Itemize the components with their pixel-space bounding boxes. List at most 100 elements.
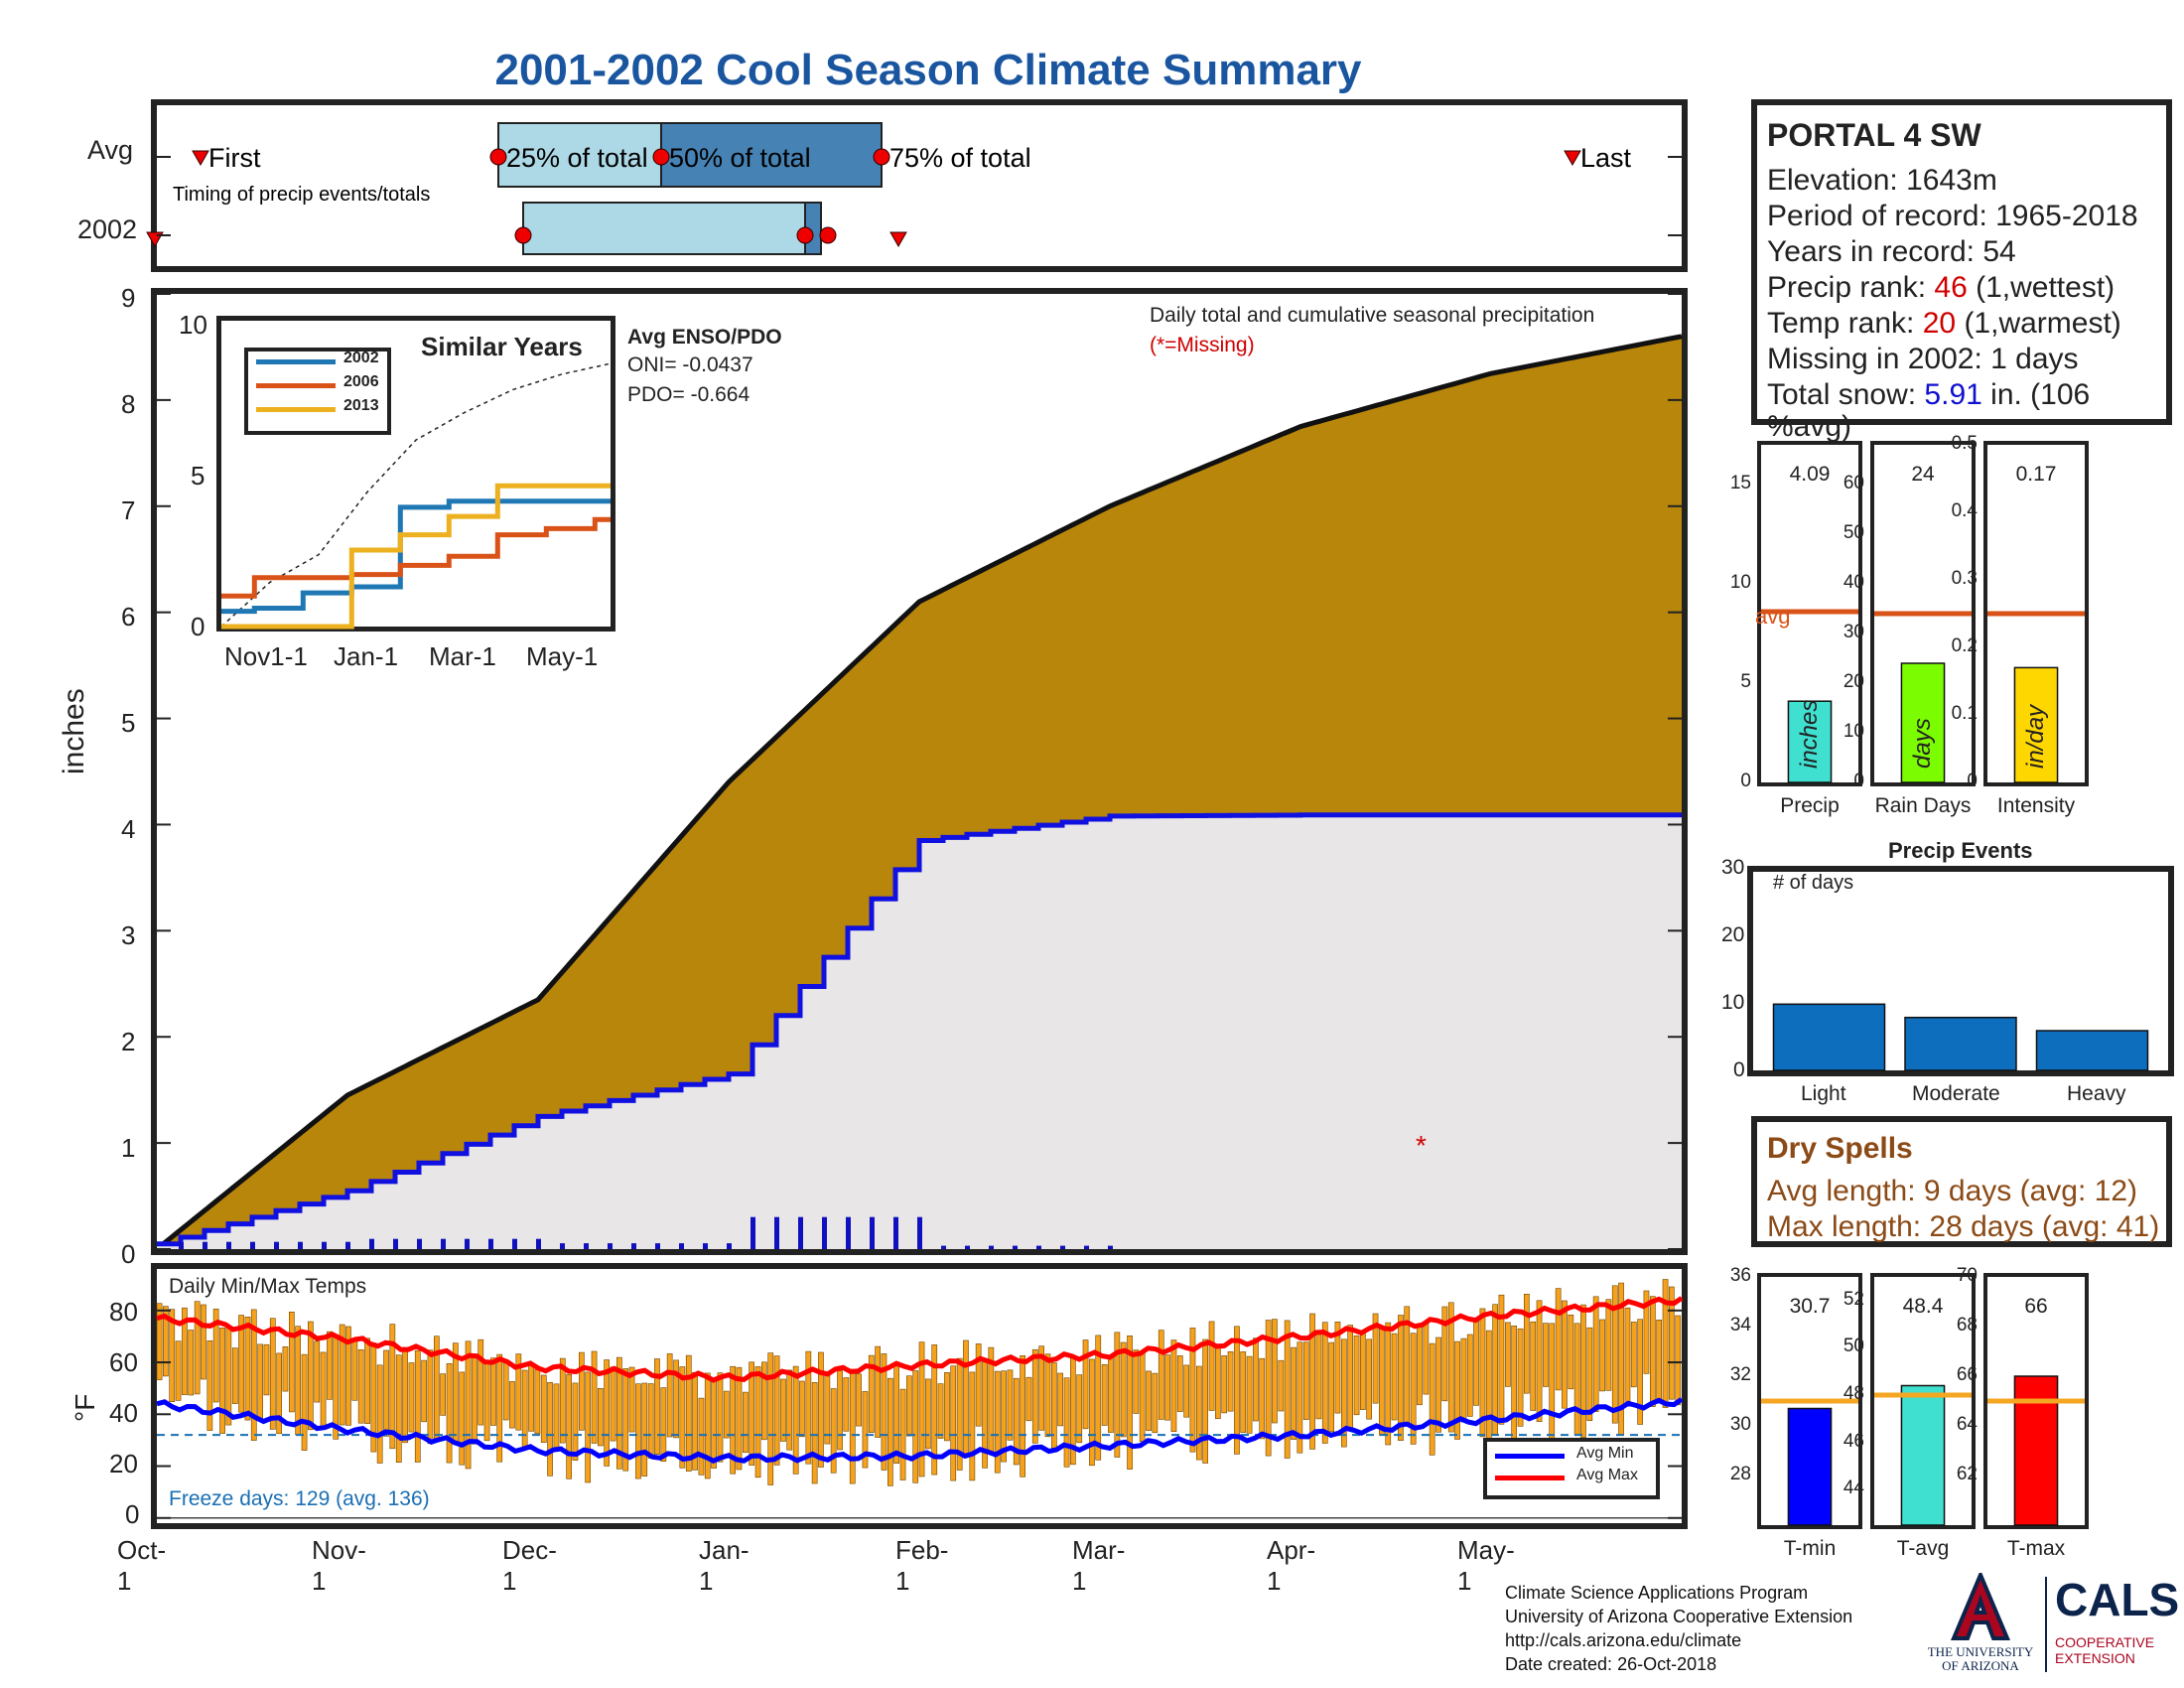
- timing-row-year: 2002: [77, 214, 138, 244]
- precip-rank-label: Precip rank:: [1767, 271, 1935, 304]
- daily-temp-bar: [231, 1347, 238, 1404]
- summary-ytick: 36: [1729, 1265, 1751, 1286]
- year-25-50-bar: [522, 202, 806, 255]
- daily-temp-bar: [918, 1341, 925, 1477]
- station-missing: Missing in 2002: 1 days: [1767, 343, 2079, 375]
- inset-ytick: 10: [179, 310, 207, 340]
- daily-temp-bar: [1511, 1325, 1517, 1444]
- daily-temp-bar: [1669, 1286, 1675, 1400]
- summary-value: 4.09: [1789, 463, 1831, 486]
- inset-ytick: 5: [191, 461, 205, 491]
- daily-temp-bar: [975, 1343, 982, 1427]
- daily-precip-bar: [203, 1241, 207, 1249]
- daily-precip-bar: [345, 1241, 350, 1249]
- summary-value: 24: [1911, 463, 1935, 486]
- main-ytick: 5: [121, 708, 136, 738]
- station-elevation: Elevation: 1643m: [1767, 164, 1997, 197]
- daily-precip-bar: [417, 1238, 422, 1249]
- summary-ytick: 34: [1729, 1315, 1751, 1336]
- daily-temp-bar: [1366, 1338, 1372, 1420]
- daily-temp-bar: [950, 1365, 957, 1481]
- daily-temp-bar: [1605, 1299, 1612, 1391]
- x-tick-label: May-1: [1457, 1535, 1515, 1596]
- daily-temp-bar: [339, 1324, 345, 1426]
- daily-temp-bar: [175, 1340, 182, 1401]
- daily-temp-bar: [1650, 1296, 1656, 1407]
- daily-temp-bar: [905, 1375, 912, 1437]
- daily-temp-bar: [1120, 1341, 1127, 1438]
- summary-panel-t-max: 66: [1983, 1273, 2089, 1529]
- daily-temp-bar: [628, 1366, 635, 1433]
- daily-temp-bar: [1460, 1337, 1467, 1423]
- daily-temp-bar: [604, 1359, 611, 1467]
- daily-temp-bar: [635, 1383, 641, 1479]
- daily-temp-bar: [824, 1374, 831, 1445]
- avg-50-marker: [652, 148, 670, 166]
- temps-ytick: 40: [109, 1398, 138, 1428]
- summary-ytick: 0.4: [1951, 500, 1978, 521]
- footer-line: Climate Science Applications Program: [1505, 1583, 1809, 1603]
- daily-temp-bar: [1398, 1315, 1404, 1441]
- daily-temp-bar: [711, 1379, 717, 1469]
- daily-temp-bar: [786, 1369, 793, 1451]
- legend-label-2002: 2002: [343, 350, 379, 366]
- daily-temp-bar: [169, 1309, 176, 1402]
- inset-average-line: [220, 362, 612, 628]
- daily-temp-bar: [767, 1352, 774, 1485]
- daily-temp-bar: [421, 1359, 428, 1423]
- summary-ytick: 20: [1843, 671, 1864, 692]
- daily-temp-bar: [1013, 1377, 1020, 1466]
- daily-temp-bar: [944, 1372, 950, 1442]
- summary-ytick: 40: [1843, 572, 1864, 593]
- daily-temp-bar: [402, 1346, 408, 1444]
- summary-ytick: 62: [1956, 1464, 1978, 1484]
- daily-temp-bar: [1643, 1290, 1650, 1374]
- daily-precip-bar: [584, 1243, 589, 1249]
- avg-25-50-bar: [497, 122, 662, 188]
- daily-precip-bar: [631, 1243, 636, 1249]
- temp-rank: Temp rank: 20 (1,warmest): [1767, 306, 2121, 342]
- daily-temp-bar: [483, 1360, 490, 1442]
- daily-temp-bar: [849, 1368, 856, 1484]
- summary-ytick: 15: [1729, 473, 1751, 493]
- daily-temp-bar: [963, 1339, 969, 1455]
- daily-temp-bar: [446, 1363, 453, 1464]
- summary-ytick: 70: [1956, 1265, 1978, 1286]
- daily-temp-bar: [1473, 1320, 1479, 1406]
- daily-temp-bar: [704, 1372, 711, 1479]
- missing-note: (*=Missing): [1150, 334, 1255, 356]
- daily-temp-bar: [1385, 1322, 1392, 1446]
- daily-temp-bar: [1221, 1355, 1228, 1414]
- daily-temp-bar: [811, 1382, 818, 1484]
- daily-temp-bar: [1372, 1313, 1379, 1404]
- daily-temp-bar: [1196, 1365, 1202, 1461]
- x-tick-label: Oct-1: [117, 1535, 167, 1596]
- temps-ylabel: °F: [69, 1393, 100, 1422]
- events-ylabel: # of days: [1773, 872, 1854, 894]
- summary-ytick: 66: [1956, 1364, 1978, 1385]
- daily-temp-bar: [182, 1307, 188, 1395]
- daily-temp-bar: [206, 1340, 213, 1431]
- daily-temp-bar: [547, 1382, 553, 1477]
- main-ytick: 2: [121, 1027, 136, 1056]
- daily-temp-bar: [156, 1303, 163, 1380]
- daily-temp-bar: [219, 1327, 225, 1434]
- daily-temp-bar: [289, 1311, 295, 1413]
- daily-temp-bar: [1082, 1339, 1089, 1430]
- inset-xtick: May-1: [526, 641, 599, 671]
- main-ylabel: inches: [58, 688, 90, 774]
- summary-panel-chart: [1761, 609, 1858, 783]
- daily-temp-bar: [1302, 1341, 1309, 1420]
- daily-temp-bar: [408, 1362, 415, 1433]
- summary-ytick: 30: [1729, 1414, 1751, 1435]
- daily-temp-bar: [760, 1361, 767, 1441]
- daily-temp-bar: [1328, 1341, 1334, 1433]
- summary-ytick: 0.3: [1951, 568, 1978, 589]
- daily-temp-bar: [1391, 1333, 1398, 1421]
- summary-unit: inches: [1796, 699, 1823, 769]
- precip-events-title: Precip Events: [1888, 838, 2033, 863]
- daily-temp-bar: [534, 1369, 541, 1434]
- year-cumulative-area: [157, 814, 1682, 1249]
- daily-temp-bar: [698, 1397, 705, 1476]
- daily-precip-bar: [536, 1238, 541, 1249]
